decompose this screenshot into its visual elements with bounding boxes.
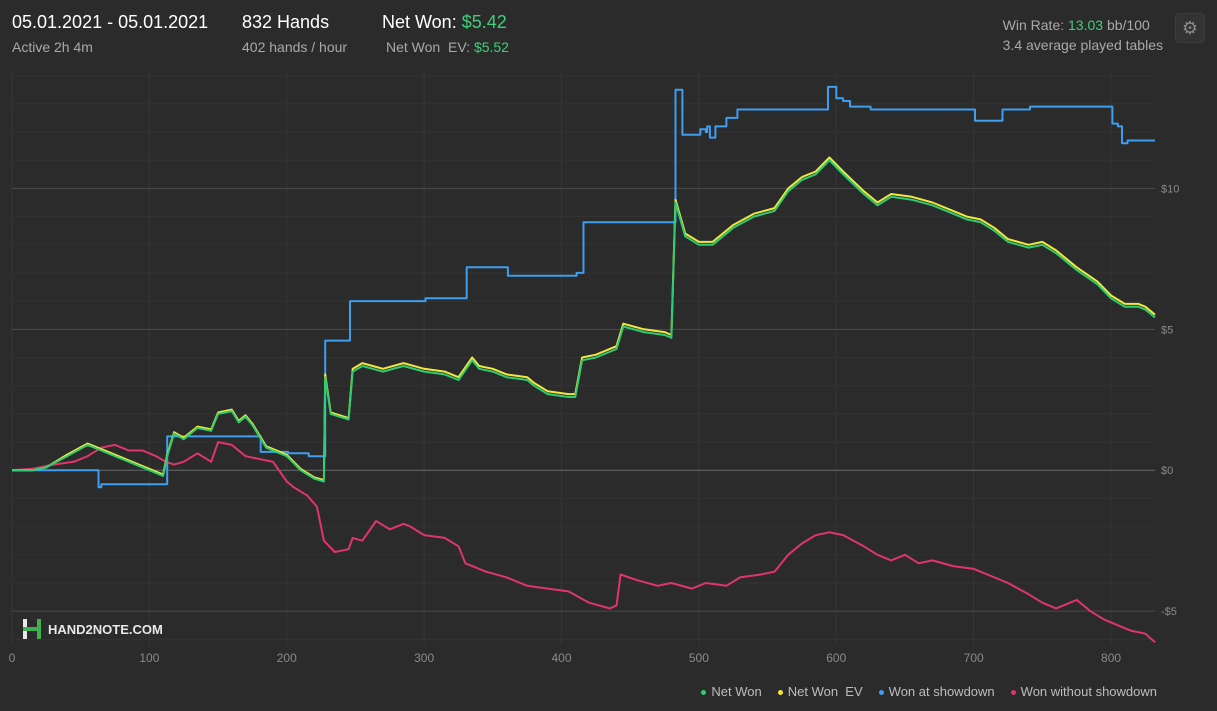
settings-button[interactable]: ⚙	[1175, 13, 1205, 43]
legend-non-showdown[interactable]: Won without showdown	[1010, 684, 1157, 699]
header-date-block: 05.01.2021 - 05.01.2021 Active 2h 4m	[12, 12, 208, 55]
net-won-ev-label: Net Won EV:	[386, 39, 471, 55]
net-won-label: Net Won:	[382, 12, 457, 32]
x-tick-label: 800	[1101, 651, 1121, 665]
hands-count: 832 Hands	[242, 12, 330, 32]
gear-icon: ⚙	[1181, 17, 1199, 38]
active-time: Active 2h 4m	[12, 39, 93, 55]
net-won-ev-line	[12, 156, 1156, 482]
y-tick-label: -$5	[1161, 606, 1177, 618]
hand2note-logo-icon	[23, 619, 41, 639]
x-tick-label: 400	[552, 651, 572, 665]
net-won-ev-value: $5.52	[473, 39, 509, 55]
x-tick-label: 100	[139, 651, 159, 665]
y-axis-labels: $10 $5 $0 -$5	[1161, 183, 1179, 618]
win-rate-label: Win Rate:	[1002, 17, 1065, 33]
hands-per-hour: 402 hands / hour	[242, 39, 348, 55]
hand2note-logo: HAND2NOTE.COM	[22, 618, 163, 640]
legend-net-won-ev-dot	[777, 690, 783, 696]
avg-tables: 3.4 average played tables	[1002, 37, 1163, 53]
y-tick-label: $0	[1161, 465, 1173, 477]
x-tick-label: 200	[277, 651, 297, 665]
non-showdown-line	[11, 441, 1156, 643]
legend-net-won-ev[interactable]: Net Won EV	[777, 684, 863, 699]
x-tick-label: 600	[826, 651, 846, 665]
win-rate-unit: bb/100	[1106, 17, 1150, 33]
legend-showdown[interactable]: Won at showdown	[878, 684, 995, 699]
x-axis-labels: 0 100 200 300 400 500 600 700 800	[9, 651, 1122, 665]
y-tick-label: $10	[1161, 183, 1179, 195]
x-tick-label: 700	[964, 651, 984, 665]
x-tick-label: 0	[9, 651, 16, 665]
date-range: 05.01.2021 - 05.01.2021	[12, 12, 209, 32]
chart-legend: Net Won Net Won EV Won at showdown Won w…	[701, 684, 1157, 699]
x-tick-label: 300	[414, 651, 434, 665]
logo-text: HAND2NOTE.COM	[48, 621, 163, 637]
net-won-line	[12, 159, 1156, 483]
legend-net-won[interactable]: Net Won	[701, 684, 762, 699]
x-tick-label: 500	[689, 651, 709, 665]
header-netwon-block: Net Won: $5.42 Net Won EV: $5.52	[382, 12, 509, 55]
legend-showdown-dot	[878, 690, 884, 696]
net-won-value: $5.42	[461, 12, 507, 32]
header-winrate-block: Win Rate: 13.03 bb/100 3.4 average playe…	[1003, 15, 1163, 55]
showdown-line	[12, 85, 1155, 489]
y-tick-label: $5	[1161, 324, 1173, 336]
legend-net-won-dot	[701, 690, 707, 696]
legend-non-showdown-dot	[1010, 690, 1016, 696]
chart-lines	[11, 85, 1156, 643]
win-rate-value: 13.03	[1068, 17, 1104, 33]
header-hands-block: 832 Hands 402 hands / hour	[242, 12, 347, 55]
